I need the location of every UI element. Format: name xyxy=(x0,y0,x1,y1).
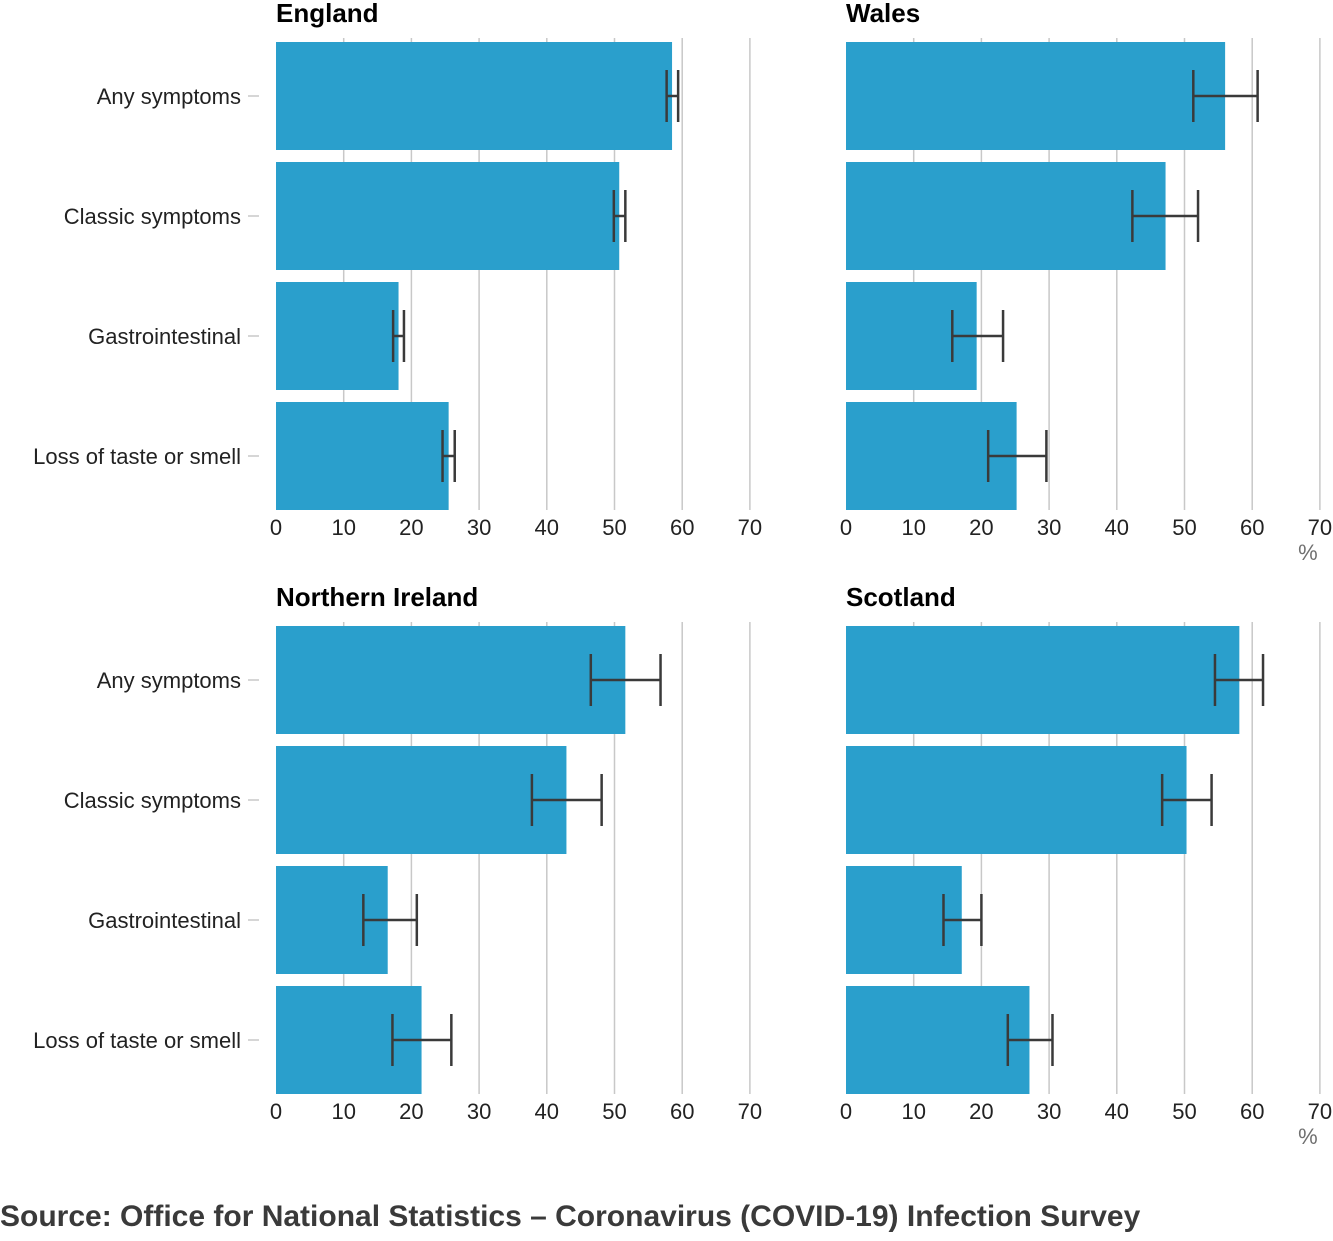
x-tick-label: 10 xyxy=(331,515,355,540)
x-tick-label: 60 xyxy=(670,515,694,540)
x-tick-label: 50 xyxy=(602,1099,626,1124)
chart-panel-2: Northern Ireland Any symptoms Classic symp… xyxy=(33,582,762,1124)
x-tick-label: 50 xyxy=(602,515,626,540)
x-tick-label: 40 xyxy=(1105,515,1129,540)
bar xyxy=(846,986,1030,1094)
bar xyxy=(846,42,1226,150)
bar xyxy=(276,402,449,510)
x-tick-label: 60 xyxy=(1240,515,1264,540)
category-label: Classic symptoms xyxy=(64,788,241,813)
x-tick-label: 20 xyxy=(399,515,423,540)
source-note: Source: Office for National Statistics –… xyxy=(0,1200,1141,1233)
x-tick-label: 30 xyxy=(1037,1099,1061,1124)
x-tick-label: 20 xyxy=(969,1099,993,1124)
x-tick-label: 70 xyxy=(1308,1099,1332,1124)
bar xyxy=(276,626,626,734)
bar xyxy=(276,746,567,854)
x-tick-label: 0 xyxy=(840,515,852,540)
x-tick-label: 40 xyxy=(535,515,559,540)
bar xyxy=(846,746,1187,854)
panel-title: England xyxy=(276,0,379,28)
panel-title: Wales xyxy=(846,0,920,28)
x-tick-label: 0 xyxy=(270,1099,282,1124)
x-unit-label: % xyxy=(1298,540,1318,565)
x-tick-label: 60 xyxy=(670,1099,694,1124)
chart-panel-3: Scotland 0 10 20 30 40 50 60 70% xyxy=(840,582,1332,1149)
x-tick-label: 30 xyxy=(467,515,491,540)
category-label: Any symptoms xyxy=(97,668,241,693)
x-tick-label: 0 xyxy=(270,515,282,540)
x-tick-label: 0 xyxy=(840,1099,852,1124)
x-tick-label: 10 xyxy=(331,1099,355,1124)
x-tick-label: 30 xyxy=(1037,515,1061,540)
panel-title: Scotland xyxy=(846,582,956,612)
category-label: Any symptoms xyxy=(97,84,241,109)
panel-title: Northern Ireland xyxy=(276,582,478,612)
x-tick-label: 10 xyxy=(901,1099,925,1124)
x-tick-label: 50 xyxy=(1172,1099,1196,1124)
x-tick-label: 70 xyxy=(738,515,762,540)
x-tick-label: 60 xyxy=(1240,1099,1264,1124)
category-label: Gastrointestinal xyxy=(88,324,241,349)
chart-panel-1: Wales 0 10 20 30 40 50 60 70% xyxy=(840,0,1332,565)
bar xyxy=(276,282,399,390)
x-unit-label: % xyxy=(1298,1124,1318,1149)
x-tick-label: 40 xyxy=(1105,1099,1129,1124)
x-tick-label: 50 xyxy=(1172,515,1196,540)
x-tick-label: 30 xyxy=(467,1099,491,1124)
bar xyxy=(846,626,1240,734)
symptoms-chart: England Any symptoms Classic symptoms Gastr… xyxy=(33,0,1332,1149)
category-label: Classic symptoms xyxy=(64,204,241,229)
bar xyxy=(846,162,1166,270)
x-tick-label: 70 xyxy=(1308,515,1332,540)
x-tick-label: 20 xyxy=(399,1099,423,1124)
chart-panel-0: England Any symptoms Classic symptoms Gastr… xyxy=(33,0,762,540)
category-label: Loss of taste or smell xyxy=(33,444,241,469)
category-label: Gastrointestinal xyxy=(88,908,241,933)
bar xyxy=(276,162,620,270)
category-label: Loss of taste or smell xyxy=(33,1028,241,1053)
x-tick-label: 40 xyxy=(535,1099,559,1124)
x-tick-label: 70 xyxy=(738,1099,762,1124)
x-tick-label: 20 xyxy=(969,515,993,540)
bar xyxy=(276,42,673,150)
x-tick-label: 10 xyxy=(901,515,925,540)
